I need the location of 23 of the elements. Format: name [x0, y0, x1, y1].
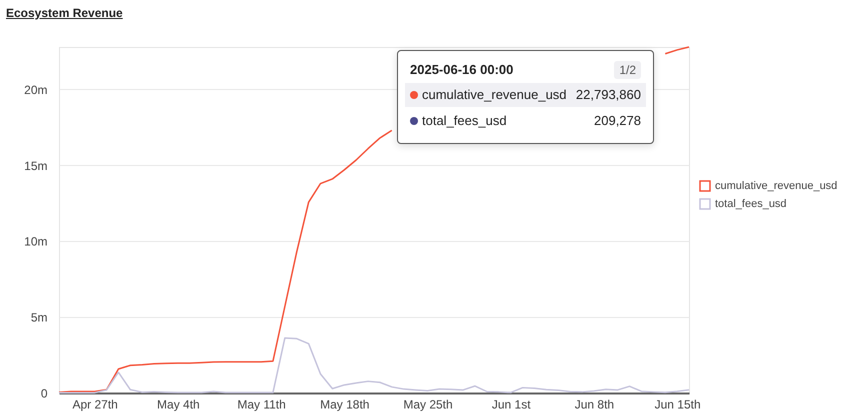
y-tick-label: 0 — [40, 386, 48, 400]
x-tick-label: May 11th — [237, 398, 286, 412]
y-tick-label: 15m — [24, 158, 48, 173]
x-tick-label: Jun 15th — [654, 398, 701, 412]
annotation: 1/2 — [614, 61, 641, 79]
legend-label: total_fees_usd — [715, 198, 787, 210]
annotation: 209,278 — [594, 112, 641, 130]
annotation: 22,793,860 — [576, 86, 641, 104]
y-tick-label: 10m — [24, 234, 48, 249]
line-series — [58, 337, 690, 394]
x-tick-label: May 25th — [403, 398, 453, 412]
x-tick-label: Apr 27th — [72, 398, 118, 412]
y-tick-label: 5m — [30, 310, 48, 325]
x-tick-label: Jun 8th — [574, 398, 614, 412]
annotation: 2025-06-16 00:00 — [410, 62, 514, 77]
x-tick-label: Jun 1st — [492, 398, 532, 412]
annotation: cumulative_revenue_usd — [422, 86, 567, 104]
x-tick-label: May 18th — [320, 398, 370, 412]
x-tick-label: May 4th — [157, 398, 200, 412]
annotation: total_fees_usd — [422, 112, 507, 130]
y-tick-label: 20m — [24, 82, 48, 97]
legend-label: cumulative_revenue_usd — [715, 180, 838, 192]
chart-title: Ecosystem Revenue — [6, 6, 123, 20]
